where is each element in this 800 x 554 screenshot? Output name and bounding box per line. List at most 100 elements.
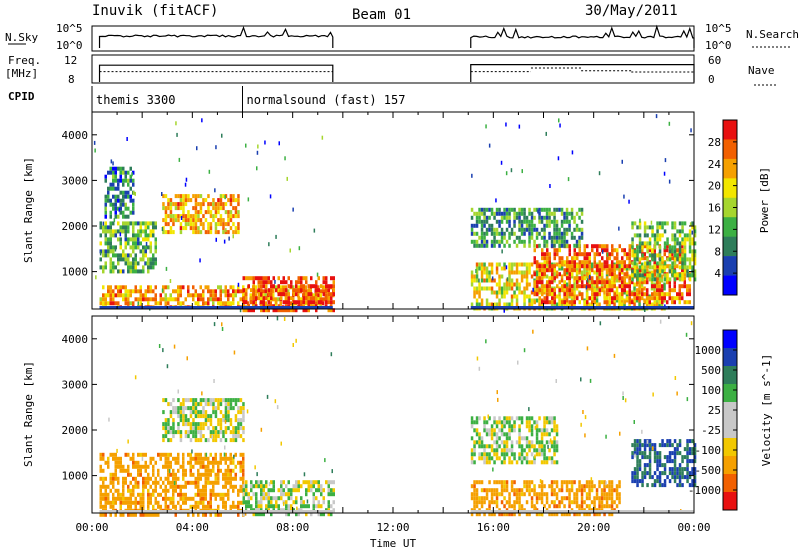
- power-cell: [635, 266, 639, 271]
- velocity-cell: [503, 432, 506, 437]
- power-cell: [192, 218, 195, 223]
- power-cell: [142, 293, 145, 298]
- power-cell: [199, 194, 203, 199]
- power-cell: [177, 285, 180, 290]
- velocity-cell: [550, 512, 554, 517]
- power-cell: [320, 284, 323, 289]
- power-cell: [666, 300, 669, 305]
- power-cell: [104, 293, 107, 298]
- power-cell: [598, 244, 601, 249]
- power-cell: [109, 237, 112, 242]
- power-cell: [330, 284, 333, 289]
- velocity-cell: [683, 475, 687, 480]
- power-cell: [566, 264, 569, 269]
- power-cell: [245, 288, 248, 293]
- velocity-cell: [525, 424, 529, 429]
- power-cell: [688, 300, 691, 305]
- velocity-cell: [172, 406, 175, 411]
- velocity-cell: [192, 456, 195, 461]
- power-cell: [483, 219, 486, 224]
- velocity-cell: [262, 484, 265, 489]
- power-cell: [520, 270, 524, 275]
- power-cell: [192, 222, 195, 227]
- velocity-cell: [598, 484, 601, 489]
- velocity-cell: [485, 339, 487, 344]
- power-cell: [134, 221, 137, 226]
- power-cell: [272, 308, 275, 313]
- velocity-cell: [533, 504, 536, 509]
- velocity-cell: [317, 504, 320, 509]
- power-cell: [655, 114, 658, 119]
- power-cell: [565, 243, 569, 248]
- velocity-cell: [174, 406, 178, 411]
- power-cell: [493, 239, 496, 244]
- velocity-cell: [255, 484, 258, 489]
- velocity-cell: [555, 444, 559, 449]
- power-cell: [112, 182, 115, 187]
- power-cell: [501, 249, 503, 254]
- velocity-cell: [242, 512, 245, 517]
- velocity-cell: [668, 459, 672, 464]
- power-cell: [107, 245, 110, 250]
- power-cell: [470, 306, 694, 309]
- velocity-cell: [152, 468, 155, 473]
- freq-line: [470, 63, 695, 82]
- power-cell: [663, 277, 667, 282]
- power-cell: [265, 280, 268, 285]
- power-cell: [217, 206, 220, 211]
- power-cell: [149, 257, 152, 262]
- power-cell: [578, 268, 581, 273]
- velocity-cell: [182, 456, 185, 461]
- velocity-cell: [109, 504, 112, 509]
- velocity-cell: [239, 452, 242, 457]
- velocity-cell: [498, 480, 501, 485]
- velocity-cell: [159, 504, 162, 509]
- power-cell: [663, 298, 666, 303]
- velocity-cell: [631, 471, 634, 476]
- velocity-cell: [204, 422, 208, 427]
- velocity-cell: [177, 414, 180, 419]
- velocity-cell: [563, 496, 566, 501]
- power-cell: [643, 300, 646, 305]
- power-cell: [495, 231, 499, 236]
- velocity-cell: [470, 416, 474, 421]
- velocity-cell: [194, 430, 198, 435]
- power-cell: [174, 289, 177, 294]
- power-cell: [565, 211, 569, 216]
- power-cell: [325, 284, 328, 289]
- velocity-cell: [678, 475, 682, 480]
- power-cell: [543, 235, 546, 240]
- power-cell: [676, 276, 679, 281]
- power-cell: [543, 223, 546, 228]
- velocity-cell: [693, 451, 697, 456]
- velocity-cell: [184, 484, 187, 489]
- velocity-cell: [232, 406, 235, 411]
- power-cell: [164, 230, 168, 235]
- power-cell: [207, 301, 210, 306]
- velocity-cell: [473, 420, 476, 425]
- power-cell: [683, 276, 686, 281]
- velocity-cell: [578, 512, 581, 517]
- power-cell: [606, 288, 609, 293]
- power-cell: [530, 231, 534, 236]
- power-cell: [541, 300, 544, 305]
- velocity-cell: [204, 456, 207, 461]
- velocity-cell: [290, 504, 293, 509]
- velocity-cell: [119, 512, 122, 517]
- power-cell: [505, 282, 509, 287]
- power-cell: [475, 270, 479, 275]
- power-cell: [613, 256, 616, 261]
- power-cell: [563, 231, 566, 236]
- power-cell: [549, 184, 551, 188]
- power-cell: [229, 202, 233, 207]
- power-cell: [172, 289, 175, 294]
- velocity-cell: [485, 420, 489, 425]
- power-cell: [302, 300, 305, 305]
- velocity-cell: [661, 471, 664, 476]
- velocity-cell: [144, 512, 147, 517]
- velocity-cell: [503, 512, 506, 517]
- velocity-cell: [204, 418, 208, 423]
- velocity-cell: [134, 504, 137, 509]
- power-cell: [561, 260, 564, 265]
- power-cell: [686, 269, 689, 274]
